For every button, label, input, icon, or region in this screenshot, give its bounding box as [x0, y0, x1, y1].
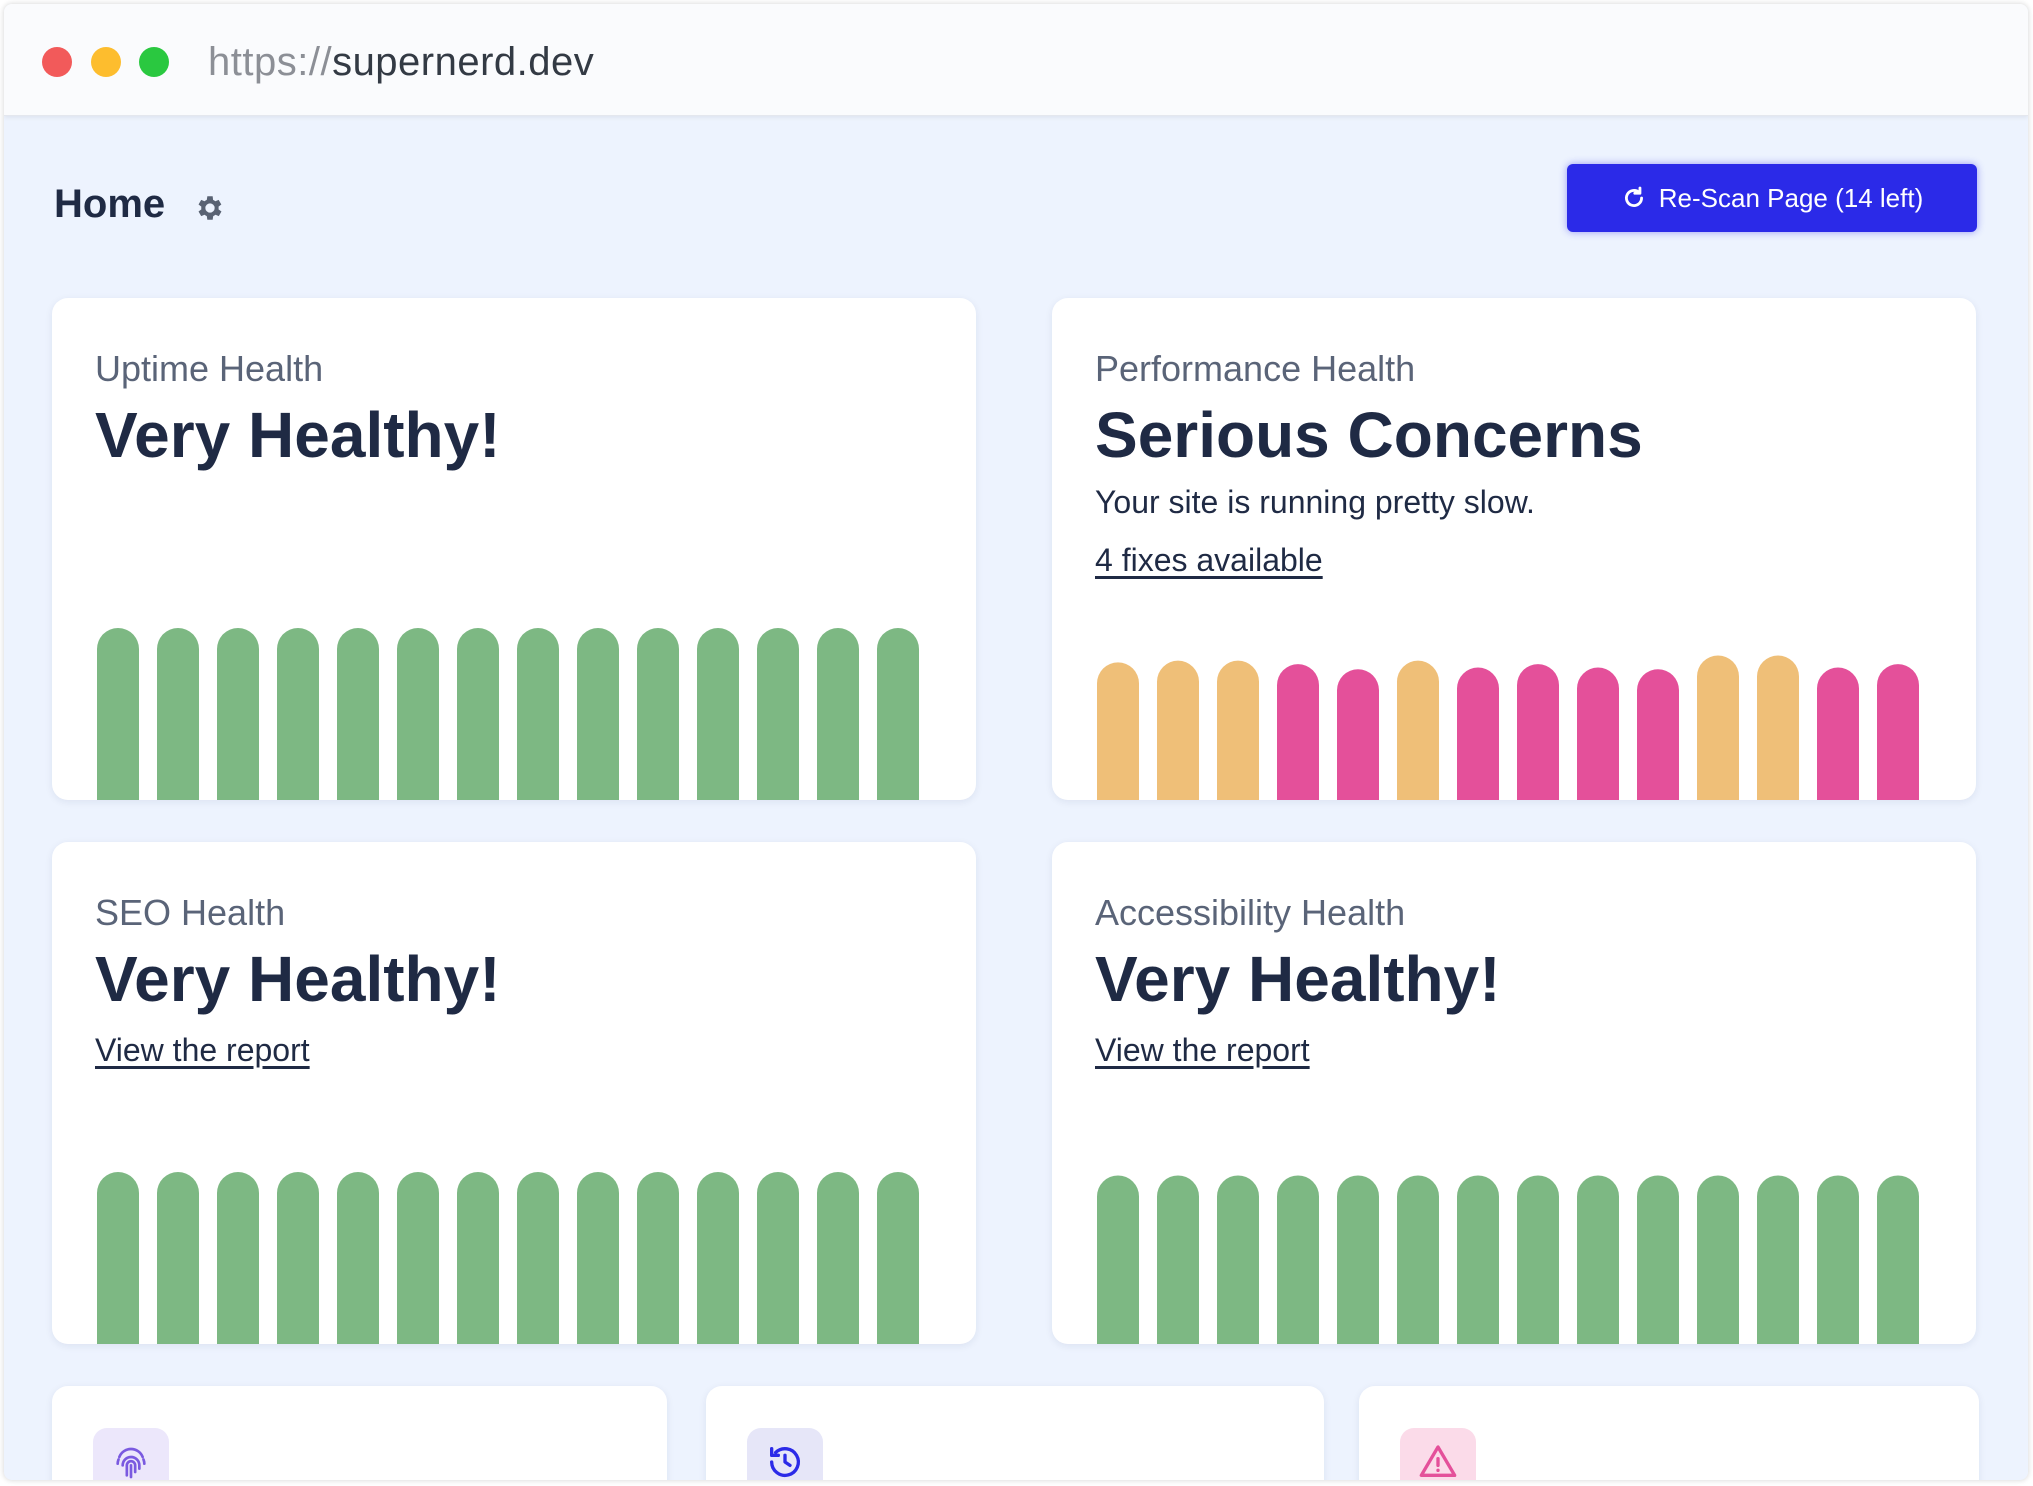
status-bar [1877, 1175, 1919, 1344]
status-bar [277, 628, 319, 800]
status-bar [397, 1172, 439, 1344]
status-bar [577, 1172, 619, 1344]
status-bar [637, 628, 679, 800]
card-headline: Very Healthy! [95, 399, 501, 471]
card-label: Accessibility Health [1095, 892, 1406, 933]
status-bar [517, 628, 559, 800]
status-bar [1757, 1175, 1799, 1344]
status-bar [1517, 664, 1559, 800]
status-bar [1757, 655, 1799, 800]
rescan-page-button[interactable]: Re-Scan Page (14 left) [1567, 164, 1977, 232]
status-bar [1877, 664, 1919, 800]
card-headline: Serious Concerns [1095, 399, 1643, 471]
status-bar [337, 1172, 379, 1344]
rescan-button-label: Re-Scan Page (14 left) [1658, 182, 1924, 213]
fixes-available-link[interactable]: 4 fixes available [1095, 542, 1323, 578]
close-window-button[interactable] [42, 47, 72, 77]
page-title: Home [54, 182, 166, 226]
status-bar [1577, 1175, 1619, 1344]
status-bar [277, 1172, 319, 1344]
address-bar[interactable]: https://supernerd.dev [208, 40, 594, 85]
card-description: Your site is running pretty slow. [1095, 484, 1535, 520]
status-bar [217, 628, 259, 800]
performance-health-card: Performance Health Serious Concerns Your… [1052, 298, 1976, 800]
status-bar [1397, 1175, 1439, 1344]
status-bar [757, 1172, 799, 1344]
icon-box [747, 1428, 823, 1480]
status-bar [1697, 1175, 1739, 1344]
status-bar [1157, 660, 1199, 800]
minimize-window-button[interactable] [91, 47, 121, 77]
status-bar [1277, 664, 1319, 800]
status-bar [1217, 1175, 1259, 1344]
url-scheme: https:// [208, 40, 333, 84]
icon-box [1400, 1428, 1476, 1480]
status-bar [1217, 660, 1259, 800]
status-bar [157, 628, 199, 800]
card-label: SEO Health [95, 892, 286, 933]
status-bar [877, 1172, 919, 1344]
status-bar [1637, 1175, 1679, 1344]
status-bar [517, 1172, 559, 1344]
maximize-window-button[interactable] [139, 47, 169, 77]
fingerprint-icon [116, 1447, 146, 1479]
uptime-health-card: Uptime Health Very Healthy! [52, 298, 976, 800]
status-bar [877, 628, 919, 800]
browser-window: https://supernerd.dev Home Re-Scan Page … [4, 4, 2028, 1480]
status-bar [97, 1172, 139, 1344]
status-bar [697, 628, 739, 800]
card-label: Uptime Health [95, 348, 324, 389]
status-bar [1397, 660, 1439, 800]
status-bar [1337, 1175, 1379, 1344]
card-label: Performance Health [1095, 348, 1416, 389]
status-bar [1457, 667, 1499, 800]
status-bar [1517, 1175, 1559, 1344]
status-bar [1817, 667, 1859, 800]
card-headline: Very Healthy! [95, 943, 501, 1015]
browser-titlebar: https://supernerd.dev [4, 4, 2028, 116]
status-bar [1457, 1175, 1499, 1344]
status-bar [1817, 1175, 1859, 1344]
seo-health-card: SEO Health Very Healthy! View the report [52, 842, 976, 1344]
status-bar [1337, 669, 1379, 800]
status-bar [97, 628, 139, 800]
accessibility-health-card: Accessibility Health Very Healthy! View … [1052, 842, 1976, 1344]
history-card[interactable] [706, 1386, 1324, 1480]
status-bar [637, 1172, 679, 1344]
gear-icon[interactable] [194, 192, 226, 224]
status-bar [1157, 1175, 1199, 1344]
card-headline: Very Healthy! [1095, 943, 1501, 1015]
status-bar [397, 628, 439, 800]
status-bar [577, 628, 619, 800]
security-card[interactable] [52, 1386, 667, 1480]
status-bar [1577, 667, 1619, 800]
status-bar [337, 628, 379, 800]
status-bar [757, 628, 799, 800]
warning-triangle-icon [1419, 1445, 1457, 1477]
url-host: supernerd.dev [332, 40, 595, 84]
status-bar [157, 1172, 199, 1344]
status-bar [457, 628, 499, 800]
history-icon [770, 1447, 800, 1478]
view-report-link[interactable]: View the report [95, 1032, 310, 1068]
status-bar [1097, 662, 1139, 800]
refresh-icon [1624, 186, 1643, 207]
view-report-link[interactable]: View the report [1095, 1032, 1310, 1068]
status-bar [697, 1172, 739, 1344]
status-bar [1097, 1175, 1139, 1344]
status-bar [1277, 1175, 1319, 1344]
status-bar [1637, 669, 1679, 800]
issues-card[interactable] [1359, 1386, 1979, 1480]
status-bar [1697, 655, 1739, 800]
status-bar [817, 1172, 859, 1344]
status-bar [817, 628, 859, 800]
icon-box [93, 1428, 169, 1480]
status-bar [217, 1172, 259, 1344]
status-bar [457, 1172, 499, 1344]
